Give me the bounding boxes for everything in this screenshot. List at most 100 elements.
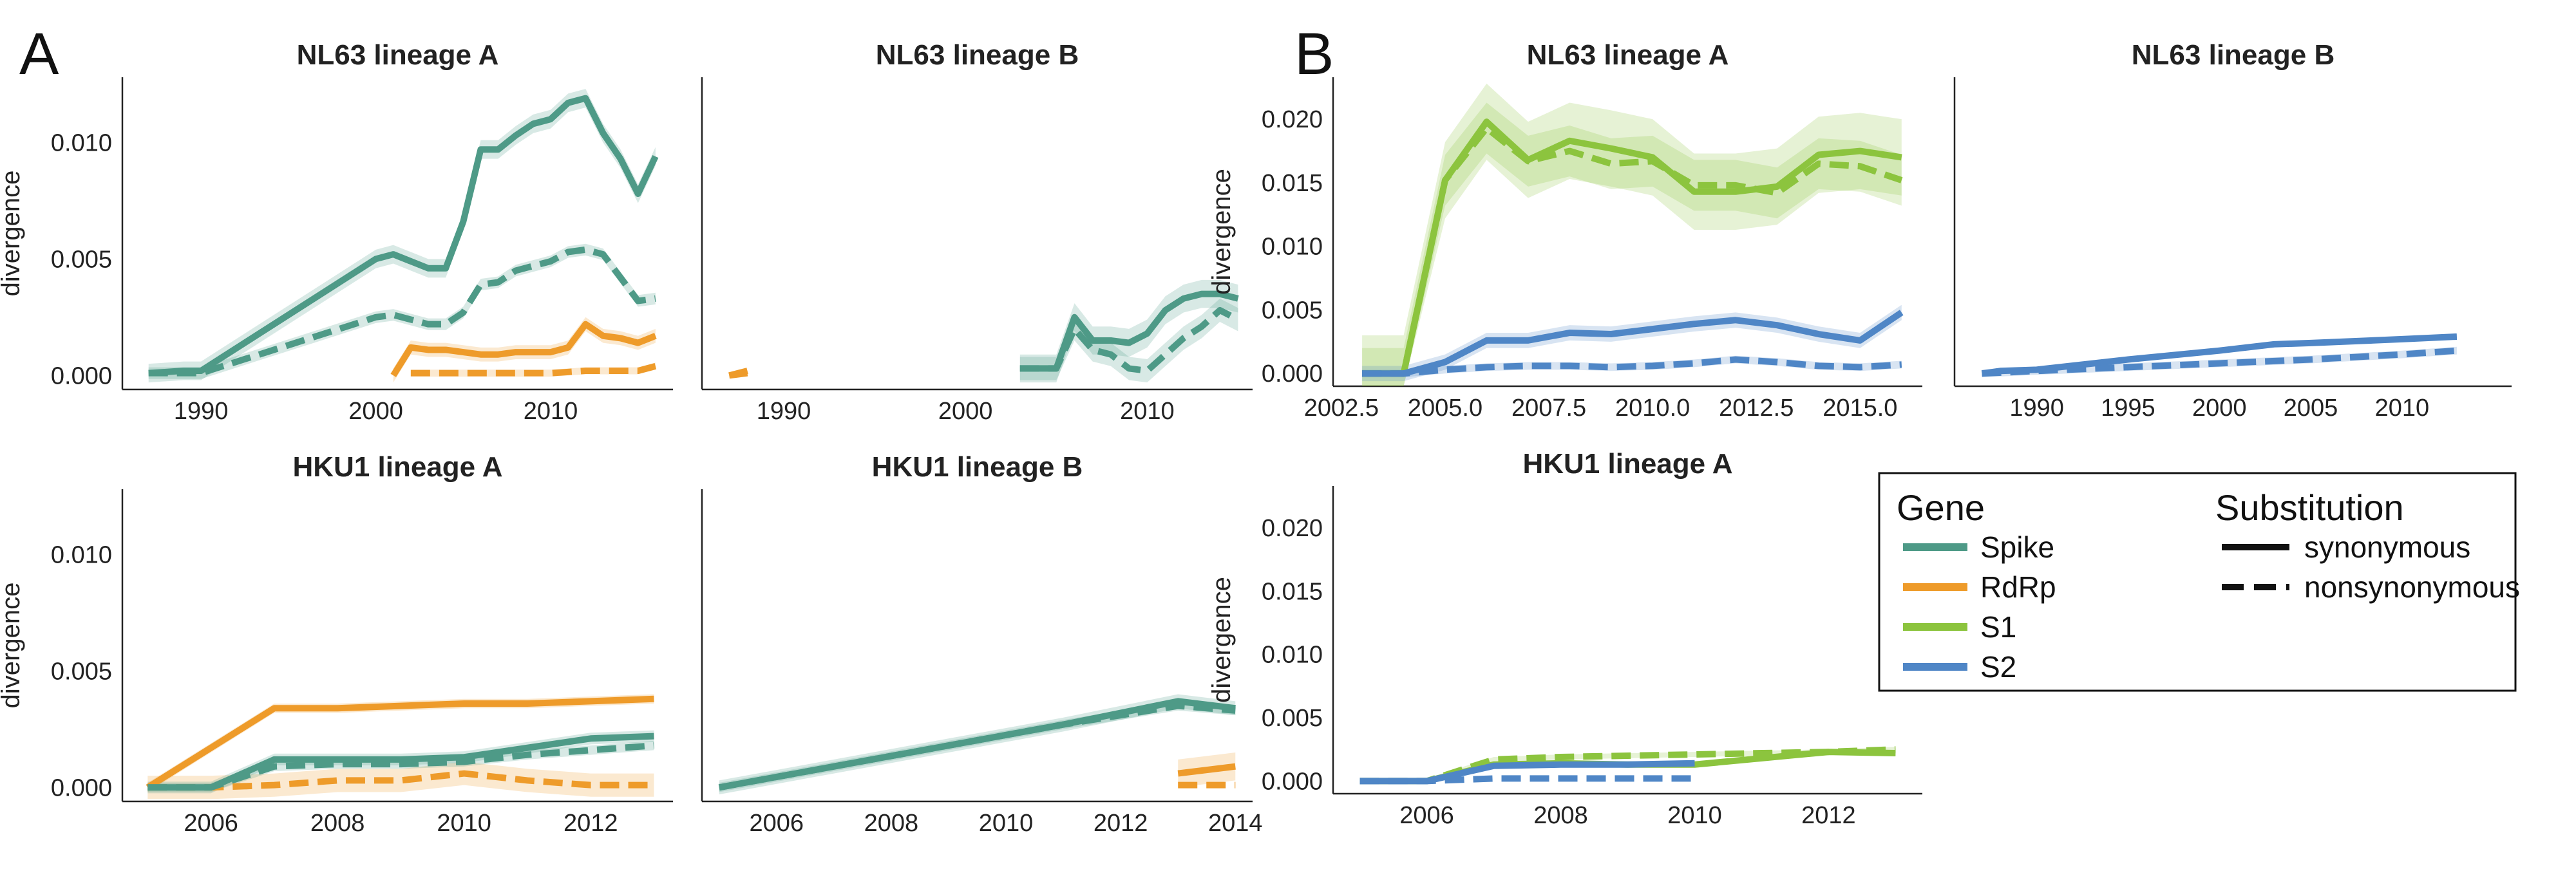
subplot-1: NL63 lineage B 1990 2000 2010 [701, 39, 1253, 425]
x-tick-label: 2012 [1801, 802, 1856, 829]
band-spike-dashed [148, 243, 656, 379]
legend-label-rdrp: RdRp [1980, 570, 2056, 604]
x-tick-label: 2002.5 [1304, 395, 1379, 422]
y-axis-label: divergence [0, 583, 25, 709]
y-tick-label: 0.010 [1262, 642, 1323, 669]
x-tick-label: 2006 [1399, 802, 1454, 829]
x-tick-label: 2006 [750, 810, 804, 837]
y-tick-label: 0.015 [1262, 170, 1323, 197]
series-spike-dashed [147, 742, 654, 791]
x-tick-label: 2012 [564, 810, 618, 837]
subplot-5: NL63 lineage B 1990 1995 2000 2005 2010 [1953, 39, 2512, 422]
series-s2-solid [1359, 760, 1695, 785]
subplot-0: NL63 lineage A divergence 0.000 0.005 0.010 1… [0, 39, 673, 425]
series-rdrp-dashed [728, 369, 748, 379]
y-tick-label: 0.010 [51, 129, 112, 156]
legend-label-synonymous: synonymous [2304, 530, 2470, 564]
y-tick-label: 0.020 [1262, 106, 1323, 133]
series-spike-dashed [148, 246, 656, 377]
legend-label-s1: S1 [1980, 610, 2016, 644]
band-spike-dashed [719, 701, 1236, 792]
band-spike-solid [1019, 279, 1238, 383]
y-tick-label: 0.020 [1262, 515, 1323, 542]
series-s2-dashed [1982, 347, 2458, 377]
x-tick-label: 1990 [174, 398, 229, 425]
x-tick-label: 2000 [938, 398, 993, 425]
series-spike-solid [1019, 290, 1239, 372]
legend-label-spike: Spike [1980, 530, 2054, 564]
y-tick-label: 0.005 [51, 658, 112, 685]
subplot-title: NL63 lineage B [2132, 39, 2334, 71]
panel-letter-b: B [1294, 21, 1334, 87]
subplot-4: NL63 lineage A divergence 0.000 0.005 0.010 0… [1208, 39, 1922, 422]
x-tick-label: 1990 [757, 398, 811, 425]
y-tick-label: 0.010 [1262, 234, 1323, 261]
subplot-title: NL63 lineage A [297, 39, 499, 71]
series-rdrp-dashed [410, 362, 657, 377]
legend-label-nonsynonymous: nonsynonymous [2304, 570, 2520, 604]
band-s1-dashed [1362, 102, 1902, 387]
x-tick-label: 2008 [310, 810, 365, 837]
series-s2-dashed [1362, 356, 1902, 377]
x-tick-label: 2008 [864, 810, 919, 837]
series-spike-dashed [718, 702, 1236, 791]
x-tick-label: 2010 [1120, 398, 1175, 425]
y-axis-label: divergence [1208, 577, 1236, 703]
y-tick-label: 0.015 [1262, 578, 1323, 605]
y-tick-label: 0.010 [51, 541, 112, 568]
x-tick-label: 2007.5 [1511, 395, 1586, 422]
x-tick-label: 1990 [2009, 395, 2064, 422]
x-tick-label: 2012.5 [1719, 395, 1794, 422]
subplot-title: HKU1 lineage A [292, 451, 502, 483]
x-tick-label: 2010.0 [1615, 395, 1690, 422]
y-axis-label: divergence [0, 171, 25, 297]
x-tick-label: 2010 [437, 810, 491, 837]
series-s1-dashed [1362, 125, 1903, 377]
x-tick-label: 2010 [979, 810, 1034, 837]
subplot-title: NL63 lineage A [1527, 39, 1729, 71]
series-rdrp-solid [390, 321, 657, 377]
x-tick-label: 2000 [348, 398, 403, 425]
band-rdrp-solid [147, 694, 654, 792]
panel-letter-a: A [19, 21, 59, 87]
y-tick-label: 0.000 [51, 774, 112, 801]
series-rdrp-solid [1177, 763, 1236, 777]
y-tick-label: 0.000 [1262, 768, 1323, 795]
y-tick-label: 0.005 [51, 246, 112, 273]
x-tick-label: 2005.0 [1408, 395, 1482, 422]
y-tick-label: 0.005 [1262, 297, 1323, 324]
y-tick-label: 0.005 [1262, 705, 1323, 732]
subplot-3: HKU1 lineage B 2006 2008 2010 2012 2014 [701, 451, 1263, 837]
x-tick-label: 2014 [1208, 810, 1263, 837]
y-axis-label: divergence [1208, 169, 1236, 295]
x-tick-label: 2000 [2192, 395, 2247, 422]
x-tick-label: 2012 [1094, 810, 1148, 837]
subplot-title: HKU1 lineage A [1522, 448, 1732, 480]
x-tick-label: 2015.0 [1823, 395, 1897, 422]
band-s1-solid [1362, 83, 1902, 387]
subplots-group: NL63 lineage A divergence 0.000 0.005 0.010 1… [0, 39, 2512, 837]
x-tick-label: 2010 [2375, 395, 2430, 422]
x-tick-label: 1995 [2101, 395, 2155, 422]
y-tick-label: 0.000 [51, 362, 112, 389]
subplot-2: HKU1 lineage A divergence 0.000 0.005 0.010 2… [0, 451, 673, 837]
legend-gene-title: Gene [1897, 487, 1985, 528]
subplot-title: HKU1 lineage B [872, 451, 1083, 483]
legend-label-s2: S2 [1980, 650, 2016, 684]
y-tick-label: 0.000 [1262, 360, 1323, 388]
band-rdrp-dashed [147, 762, 654, 799]
x-tick-label: 2006 [184, 810, 238, 837]
series-rdrp-solid [146, 695, 654, 790]
band-spike-solid [719, 694, 1236, 795]
series-spike-solid [148, 95, 659, 377]
x-tick-label: 2010 [524, 398, 578, 425]
subplot-title: NL63 lineage B [876, 39, 1079, 71]
series-s1-solid [1362, 118, 1902, 377]
x-tick-label: 2010 [1667, 802, 1722, 829]
x-tick-label: 2005 [2284, 395, 2338, 422]
subplot-6: HKU1 lineage A divergence 0.000 0.005 0.010 0… [1208, 448, 1922, 829]
legend: Gene Substitution Spike RdRp S1 S2 synon… [1878, 472, 2520, 692]
legend-substitution-title: Substitution [2215, 487, 2404, 528]
series-s2-solid [1362, 310, 1904, 377]
